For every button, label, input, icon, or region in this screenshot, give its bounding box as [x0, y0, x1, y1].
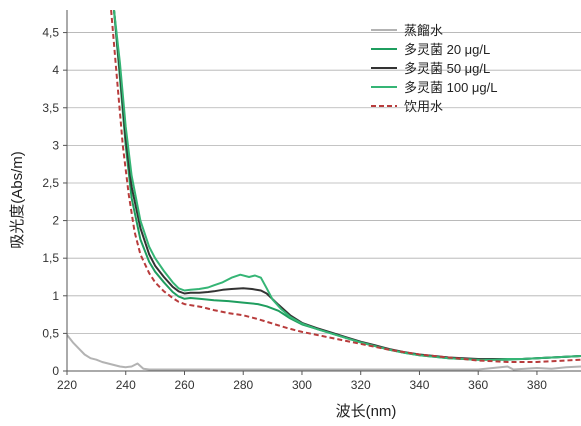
series-line-3	[113, 10, 581, 361]
series-line-1	[113, 10, 581, 361]
legend-label-4: 饮用水	[404, 99, 443, 114]
series-line-0	[67, 334, 581, 371]
y-tick-label-3: 1,5	[42, 251, 59, 265]
series-line-2	[113, 10, 581, 360]
y-tick-label-1: 0,5	[42, 326, 59, 340]
y-tick-label-0: 0	[52, 364, 59, 378]
x-tick-label-2: 260	[174, 378, 194, 392]
y-tick-label-2: 1	[52, 289, 59, 303]
y-tick-label-8: 4	[52, 63, 59, 77]
y-axis-title: 吸光度(Abs/m)	[9, 151, 26, 249]
axes	[63, 10, 581, 375]
x-tick-label-7: 360	[468, 378, 488, 392]
x-tick-labels: 220 240 260 280 300 320 340 360 380	[57, 378, 547, 392]
y-tick-label-4: 2	[52, 214, 59, 228]
x-axis-title: 波长(nm)	[336, 403, 397, 420]
y-tick-label-5: 2,5	[42, 176, 59, 190]
legend-label-2: 多灵菌 50 μg/L	[404, 61, 490, 76]
x-tick-label-5: 320	[351, 378, 371, 392]
legend-label-0: 蒸餾水	[404, 23, 443, 38]
x-tick-label-3: 280	[233, 378, 253, 392]
y-tick-label-9: 4,5	[42, 26, 59, 40]
x-tick-label-0: 220	[57, 378, 77, 392]
y-tick-label-6: 3	[52, 138, 59, 152]
y-tick-labels: 0 0,5 1 1,5 2 2,5 3 3,5 4 4,5	[42, 26, 59, 378]
legend-label-1: 多灵菌 20 μg/L	[404, 42, 490, 57]
x-tick-label-6: 340	[409, 378, 429, 392]
gridlines	[67, 32, 581, 334]
x-tick-label-4: 300	[292, 378, 312, 392]
x-tick-label-8: 380	[527, 378, 547, 392]
series-line-4	[110, 10, 581, 363]
y-tick-label-7: 3,5	[42, 101, 59, 115]
x-tick-label-1: 240	[116, 378, 136, 392]
series-lines	[67, 10, 581, 371]
legend-label-3: 多灵菌 100 μg/L	[404, 80, 497, 95]
plot-area	[67, 10, 581, 371]
